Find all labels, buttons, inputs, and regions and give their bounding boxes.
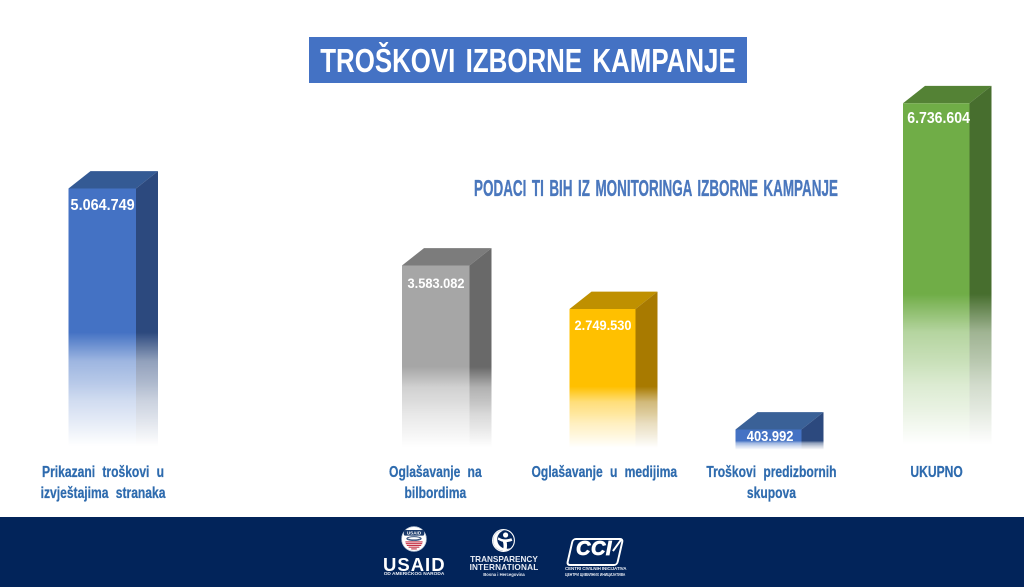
svg-text:USAID: USAID: [407, 531, 422, 536]
